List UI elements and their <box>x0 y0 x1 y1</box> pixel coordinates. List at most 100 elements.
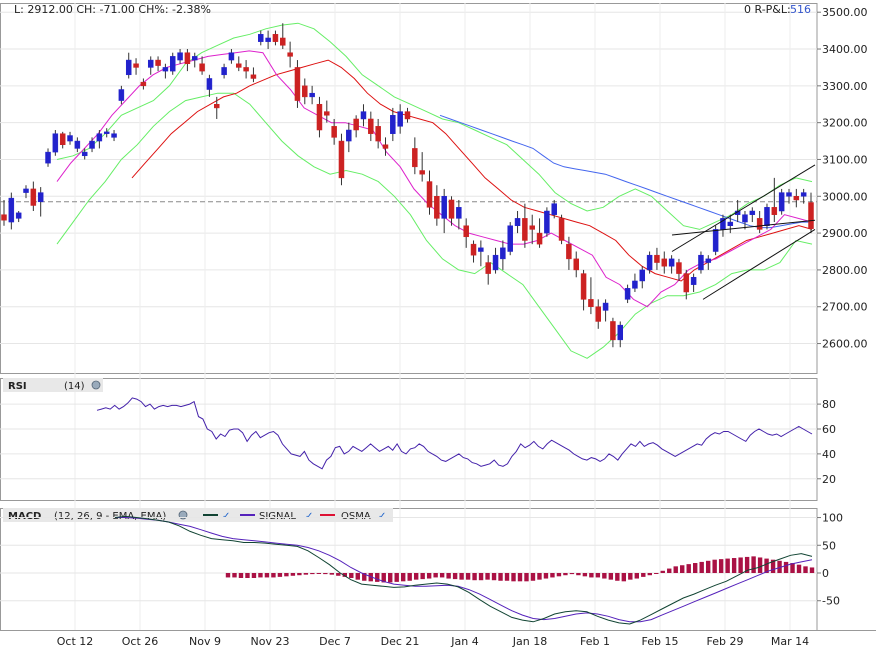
candle-body <box>683 273 690 293</box>
candle-body <box>382 144 389 149</box>
candle-body <box>529 225 535 230</box>
osma-bar <box>718 559 724 573</box>
candle-body <box>698 254 704 271</box>
osma-bar <box>310 573 315 575</box>
candle-body <box>272 34 279 42</box>
osma-bar <box>381 573 386 583</box>
osma-bar <box>517 573 523 582</box>
candle-body <box>764 207 770 226</box>
osma-bar <box>388 573 393 583</box>
osma-bar <box>582 573 588 577</box>
osma-bar <box>413 573 419 580</box>
candle-body <box>96 133 103 142</box>
osma-bar <box>647 573 652 576</box>
osma-bar <box>602 573 607 579</box>
candle-body <box>258 34 264 42</box>
candle-body <box>191 56 198 61</box>
osma-bar <box>524 573 529 582</box>
rsi-params: (14) <box>64 381 85 392</box>
candle-body <box>59 133 66 145</box>
price-tick-label: 3000.00 <box>822 190 868 203</box>
candle-body <box>419 170 425 175</box>
candle-body <box>632 280 638 289</box>
osma-bar <box>628 573 633 580</box>
osma-bar <box>783 561 789 573</box>
candle-body <box>500 247 506 260</box>
macd-settings-icon[interactable] <box>178 510 188 520</box>
candle-body <box>573 258 579 271</box>
candle-body <box>485 262 491 274</box>
candle-body <box>771 207 778 215</box>
osma-bar <box>225 573 231 578</box>
macd-tick-label: 50 <box>822 539 836 552</box>
signal-check-icon[interactable]: ✓ <box>305 511 313 522</box>
date-axis-ticks: Oct 12 Oct 26 Nov 9 Nov 23 Dec 7 Dec 21 Jan 4 J… <box>57 635 809 648</box>
candle-body <box>808 202 814 229</box>
candle-body <box>441 196 447 219</box>
candle-body <box>280 37 286 46</box>
rsi-tick-label: 60 <box>822 423 836 436</box>
candle-body <box>331 126 337 138</box>
candle-body <box>8 197 15 223</box>
osma-bar <box>433 573 438 578</box>
macd-check-icon[interactable]: ✓ <box>222 511 230 522</box>
date-tick-label: Jan 18 <box>512 635 547 648</box>
osma-bar <box>329 573 335 575</box>
rsi-tick-label: 20 <box>822 473 836 486</box>
osma-bar <box>277 573 283 577</box>
candle-body <box>602 302 609 311</box>
osma-bar <box>342 573 347 577</box>
osma-bar <box>336 573 341 576</box>
date-tick-label: Dec 21 <box>381 635 420 648</box>
candle-body <box>676 262 682 274</box>
date-tick-label: Oct 26 <box>122 635 159 648</box>
candle-body <box>206 78 213 90</box>
osma-check-icon[interactable]: ✓ <box>378 511 386 522</box>
osma-bar <box>251 573 257 578</box>
osma-bar <box>595 573 601 578</box>
price-tick-label: 2700.00 <box>822 301 868 314</box>
candle-body <box>346 129 352 142</box>
candle-body <box>624 288 631 300</box>
macd-gridlines <box>0 517 817 602</box>
osma-bar <box>634 573 639 579</box>
candle-body <box>236 63 242 68</box>
osma-bar <box>537 573 542 580</box>
candle-body <box>287 52 293 57</box>
panel-frames <box>0 3 876 631</box>
candle-body <box>162 67 169 72</box>
macd-label: MACD <box>8 511 41 522</box>
osma-bar <box>550 573 555 578</box>
candle-body <box>434 196 440 219</box>
rsi-settings-icon[interactable] <box>91 380 101 390</box>
osma-bar <box>355 573 360 580</box>
osma-bar <box>803 566 808 573</box>
osma-bar <box>764 558 769 573</box>
price-overlays <box>56 22 813 359</box>
date-tick-label: Mar 14 <box>771 635 809 648</box>
candle-body <box>169 56 176 72</box>
candle-body <box>639 269 646 282</box>
osma-bar <box>362 573 367 581</box>
osma-bar <box>777 560 782 573</box>
osma-bar <box>530 573 536 581</box>
osma-bar <box>589 573 594 578</box>
candle-body <box>338 140 345 179</box>
price-tick-label: 2900.00 <box>822 227 868 240</box>
osma-bar <box>271 573 276 578</box>
candle-body <box>15 212 22 219</box>
candle-body <box>67 135 73 142</box>
macd-tick-label: 100 <box>822 512 843 525</box>
trend-channel <box>671 164 816 300</box>
channel-lower-line <box>702 228 816 300</box>
macd-axis-ticks: 100 50 0 -50 <box>817 512 843 608</box>
rsi-tick-label: 80 <box>822 398 836 411</box>
macd-label-bg <box>3 508 393 522</box>
osma-bar <box>705 560 711 573</box>
candle-body <box>140 81 147 87</box>
osma-bar <box>478 573 484 581</box>
osma-bar <box>290 573 296 576</box>
rsi-series <box>96 397 813 470</box>
osma-bars <box>225 556 815 583</box>
price-tick-label: 3200.00 <box>822 117 868 130</box>
